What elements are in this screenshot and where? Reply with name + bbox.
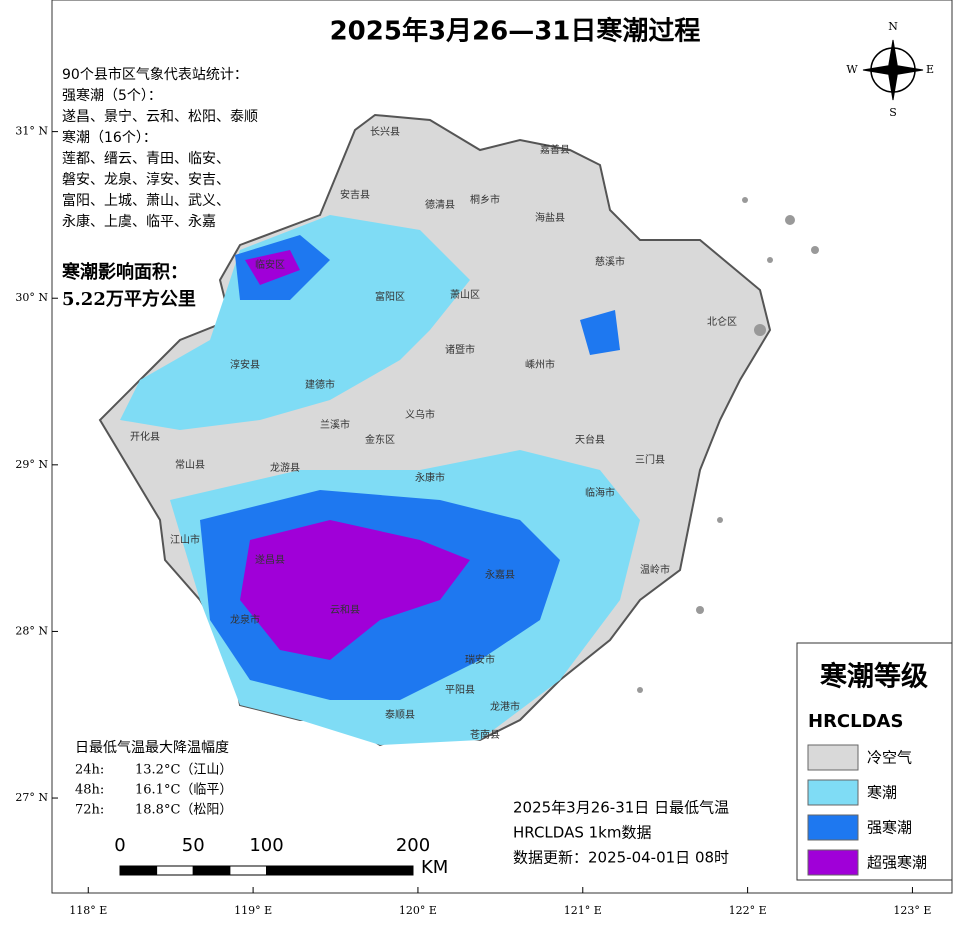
scale-segment (119, 865, 158, 876)
place-label: 义乌市 (405, 408, 435, 421)
legend-label: 冷空气 (867, 749, 912, 767)
place-label: 德清县 (425, 198, 455, 211)
compass-letter: N (888, 20, 898, 33)
data-note: 2025年3月26-31日 日最低气温 (513, 799, 729, 817)
lon-tick-label: 118° E (69, 904, 107, 917)
place-label: 富阳区 (375, 290, 405, 303)
scale-segment (229, 865, 267, 876)
scale-segment (266, 865, 341, 876)
legend-swatch (807, 744, 859, 771)
lat-tick-label: 30° N (15, 291, 48, 304)
place-label: 龙游县 (270, 461, 300, 474)
cold-wave-areas (120, 215, 640, 745)
place-label: 常山县 (175, 458, 205, 471)
place-label: 三门县 (635, 453, 665, 466)
scale-tick-label: 50 (182, 835, 205, 856)
stats-group-label: 强寒潮（5个）： (62, 87, 162, 104)
place-label: 金东区 (365, 433, 395, 446)
stats-line: 永康、上虞、临平、永嘉 (62, 213, 216, 230)
lon-tick-label: 123° E (893, 904, 931, 917)
legend-title: 寒潮等级 (820, 661, 928, 693)
drop-value: 18.8°C（松阳） (135, 803, 232, 818)
scale-tick-label: 200 (396, 835, 430, 856)
area-label: 寒潮影响面积： (61, 261, 188, 283)
place-label: 诸暨市 (445, 343, 475, 356)
place-label: 安吉县 (340, 188, 370, 201)
stats-line: 磐安、龙泉、淳安、安吉、 (62, 171, 230, 188)
compass-letter: E (926, 63, 934, 76)
drop-value: 13.2°C（江山） (135, 763, 232, 778)
place-label: 慈溪市 (595, 255, 625, 268)
place-label: 兰溪市 (320, 418, 350, 431)
legend-label: 强寒潮 (867, 819, 912, 837)
scale-segment (339, 865, 414, 876)
drop-value: 16.1°C（临平） (135, 783, 232, 798)
lat-tick-label: 28° N (15, 624, 48, 637)
place-label: 长兴县 (370, 126, 400, 138)
stats-heading: 90个县市区气象代表站统计： (62, 66, 248, 83)
place-label: 龙泉市 (230, 613, 260, 626)
lon-tick-label: 122° E (729, 904, 767, 917)
drop-period: 48h: (75, 783, 104, 798)
scale-unit: KM (421, 857, 448, 878)
scale-tick-label: 0 (114, 835, 125, 856)
stats-line: 遂昌、景宁、云和、松阳、泰顺 (62, 108, 258, 125)
legend-swatch (807, 814, 859, 841)
compass-letter: S (889, 106, 897, 119)
place-label: 龙港市 (490, 700, 520, 713)
place-label: 江山市 (170, 533, 200, 546)
compass (862, 39, 924, 101)
compass-letter: W (846, 63, 858, 76)
area-value: 5.22万平方公里 (62, 288, 196, 310)
place-label: 淳安县 (230, 358, 260, 371)
place-label: 泰顺县 (385, 708, 415, 721)
title: 2025年3月26—31日寒潮过程 (330, 16, 701, 47)
lat-tick-label: 29° N (15, 458, 48, 471)
data-note: 数据更新：2025-04-01日 08时 (513, 849, 729, 867)
place-label: 海盐县 (535, 211, 565, 224)
legend-subtitle: HRCLDAS (808, 711, 903, 732)
place-label: 平阳县 (445, 684, 475, 696)
drop-heading: 日最低气温最大降温幅度 (75, 740, 229, 756)
stats-line: 莲都、缙云、青田、临安、 (62, 151, 230, 167)
place-label: 瑞安市 (465, 653, 495, 666)
scale-segment (192, 865, 231, 876)
place-label: 萧山区 (450, 289, 480, 301)
stats-group-label: 寒潮（16个）： (62, 129, 157, 146)
place-label: 临海市 (585, 486, 615, 499)
lon-tick-label: 121° E (564, 904, 602, 917)
place-label: 云和县 (330, 604, 360, 616)
place-label: 临安区 (255, 258, 285, 271)
drop-period: 24h: (75, 763, 104, 778)
place-label: 遂昌县 (255, 553, 285, 566)
place-label: 永康市 (415, 471, 445, 484)
legend-swatch (807, 849, 859, 876)
place-label: 苍南县 (470, 728, 500, 741)
stats-line: 富阳、上城、萧山、武义、 (62, 192, 230, 209)
lat-tick-label: 31° N (15, 125, 48, 138)
place-label: 永嘉县 (485, 568, 515, 581)
legend-label: 寒潮 (867, 784, 897, 802)
place-label: 嘉善县 (540, 143, 570, 156)
lat-tick-label: 27° N (15, 791, 48, 804)
legend-swatch (807, 779, 859, 806)
scale-segment (156, 865, 194, 876)
legend-label: 超强寒潮 (867, 854, 927, 872)
place-label: 开化县 (130, 430, 160, 443)
lon-tick-label: 119° E (234, 904, 272, 917)
place-label: 北仑区 (707, 315, 737, 328)
place-label: 建德市 (305, 378, 335, 391)
place-label: 嵊州市 (525, 358, 555, 371)
data-note: HRCLDAS 1km数据 (513, 824, 651, 842)
islands (637, 197, 819, 693)
place-label: 温岭市 (640, 563, 670, 576)
lon-tick-label: 120° E (399, 904, 437, 917)
drop-period: 72h: (75, 803, 104, 818)
scale-tick-label: 100 (249, 835, 283, 856)
place-label: 天台县 (575, 433, 605, 446)
place-label: 桐乡市 (470, 193, 500, 206)
